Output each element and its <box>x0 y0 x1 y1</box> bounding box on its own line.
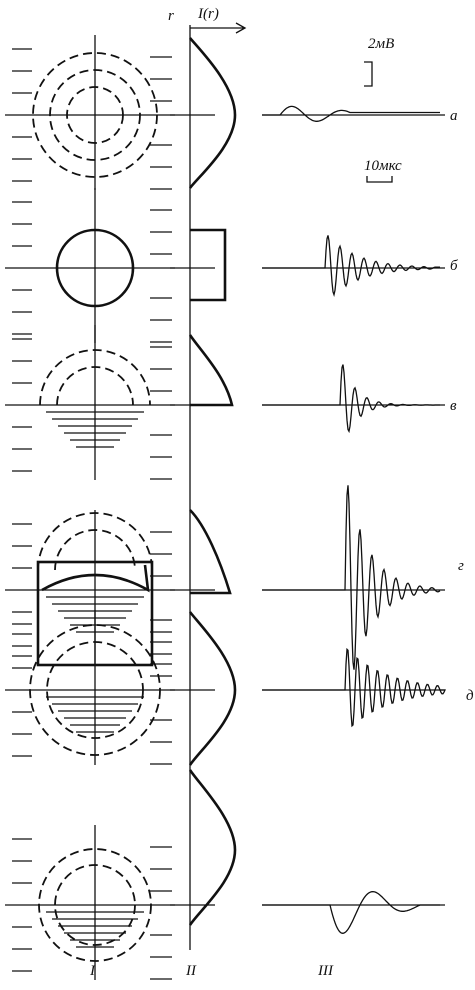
row-label: а <box>450 108 458 124</box>
waveform <box>262 892 440 934</box>
axis-intensity: I(r) <box>197 6 219 22</box>
arrow <box>190 23 245 33</box>
profile <box>190 612 235 765</box>
row-label: д <box>466 688 474 704</box>
profile <box>190 230 225 300</box>
profile <box>190 770 235 925</box>
row-label: в <box>450 398 457 414</box>
figure: r I(r) 2мВ 10мкс а б в г д I II III <box>0 0 475 990</box>
waveform <box>262 485 440 669</box>
column-label: III <box>317 963 334 979</box>
row-label: г <box>458 558 464 574</box>
profile <box>190 38 235 188</box>
row-label: б <box>450 258 458 274</box>
scale-time: 10мкс <box>364 158 402 174</box>
profile <box>190 510 230 593</box>
scale-bar <box>364 62 372 86</box>
scale-voltage: 2мВ <box>368 36 394 52</box>
column-label: II <box>185 963 197 979</box>
waveform <box>262 365 440 432</box>
waveform <box>262 106 440 121</box>
profile <box>190 335 232 405</box>
axis-r: r <box>168 8 174 24</box>
page: r I(r) 2мВ 10мкс а б в г д I II III (() … <box>0 0 475 990</box>
waveform <box>262 235 440 294</box>
scale-bar <box>367 176 392 182</box>
